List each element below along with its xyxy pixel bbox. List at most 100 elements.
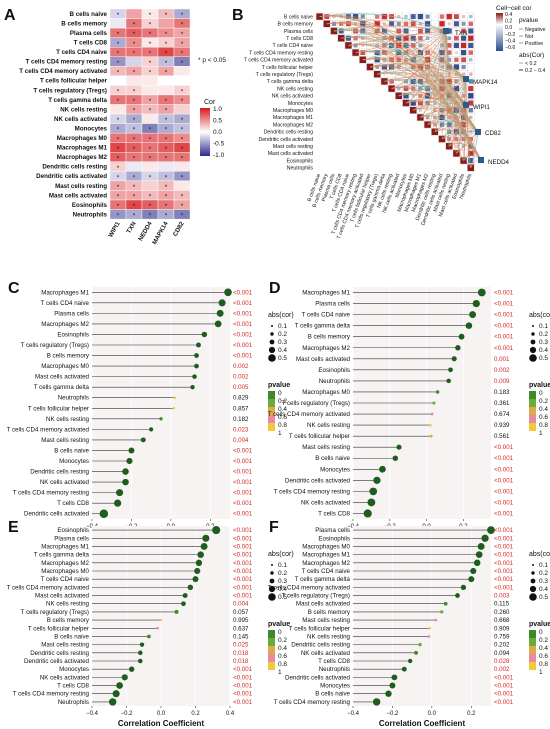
significance-star: * [165,117,168,124]
correlogram-square [332,14,336,19]
heatmap-cell [109,18,127,29]
network-cor-tick: 0.2 [505,19,512,25]
pvalue-legend-swatch [529,391,536,399]
correlogram-square [440,72,444,76]
correlogram-square [461,136,466,142]
lollipop-dot [212,526,221,535]
pvalue-legend-swatch [268,415,275,423]
correlogram-square [426,72,430,76]
category-label: Dendritic cells resting [291,642,350,649]
panel-e-letter: E [8,519,19,536]
pvalue-legend-title: pvalue [268,621,290,628]
pvalue-label: <0.001 [494,691,514,698]
lollipop-dot [473,559,481,567]
abs-legend-item: 0.2 [278,570,287,577]
correlogram-square [447,136,452,142]
abs-legend-item: 0.3 [278,578,287,585]
category-label: Macrophages M1 [41,543,89,550]
correlogram-square [411,86,416,91]
abs-legend-item: 0.5 [539,355,548,362]
correlogram-square [404,65,408,69]
heatmap-col-label: MAPK14 [151,220,170,246]
category-label: Neutrophils [319,666,350,673]
category-label: T cells regulatory (Tregs) [21,609,89,616]
network-row-label: T cells CD4 memory resting [249,50,313,56]
heatmap-cell [157,18,175,29]
pvalue-label: <0.001 [494,466,514,473]
correlogram-square [425,14,430,19]
lollipop-dot [470,567,477,575]
heatmap-row-label: B cells naive [70,11,108,18]
significance-star: * [117,136,120,143]
correlogram-square [424,57,431,63]
lollipop-dot [202,534,210,542]
pvalue-label: 0.001 [494,356,510,363]
category-label: T cells CD8 [318,658,350,665]
pvalue-label: 0.023 [233,426,249,433]
category-label: T cells CD4 memory activated [268,411,351,418]
heatmap-row-label: Macrophages M0 [57,135,108,142]
network-row-label: Macrophages M2 [273,122,313,128]
lollipop-dot [182,593,188,599]
pvalue-legend-swatch [268,646,275,654]
category-label: B cells memory [308,334,351,341]
category-label: Mast cells resting [302,617,350,624]
correlogram-square [469,72,473,76]
pvalue-label: <0.001 [494,543,514,550]
correlogram-square [404,57,408,62]
lollipop-dot [373,476,381,484]
significance-star: * [117,31,120,38]
category-label: B cells naive [315,691,350,698]
network-abs-title: abs(Cor) [519,52,544,59]
significance-star: * [117,41,120,48]
category-label: Eosinophils [318,535,350,542]
correlogram-square [461,64,466,70]
correlogram-square [390,51,393,54]
correlogram-square [425,36,430,41]
heatmap-row-label: Neutrophils [73,211,108,218]
correlogram-square [418,35,423,41]
significance-star: * [149,174,152,181]
correlogram-square [396,50,402,56]
significance-star: * [117,60,120,67]
abs-legend-title: abs(cor) [268,551,294,558]
correlogram-square [454,57,459,63]
network-row-label: Dendritic cells resting [264,130,313,136]
pvalue-legend-item: 0 [539,390,543,397]
pvalue-legend-item: 0.8 [278,661,287,668]
correlogram-square [417,28,423,34]
correlogram-square [316,13,323,20]
correlogram-square [446,122,452,127]
abs-legend-title: abs(cor) [529,312,550,319]
lollipop-dot [385,690,392,697]
heatmap-row-label: T cells gamma delta [48,97,107,104]
panel-c-lollipop: C Macrophages M1 <0.001 T cells CD4 naive <0… [7,280,294,541]
significance-star: * [149,146,152,153]
category-label: Dendritic cells resting [30,469,89,476]
abs-legend-dot [268,593,276,601]
lollipop-dot [469,311,477,319]
significance-star: * [133,136,136,143]
pvalue-label: <0.001 [494,301,514,308]
pvalue-legend-swatch [529,654,536,662]
significance-star: * [181,194,184,201]
lollipop-dot [192,576,199,583]
network-row-label: B cells memory [278,22,314,28]
heatmap-cell [125,56,143,67]
pvalue-legend-item: 0.4 [278,406,287,413]
network-row-label: NK cells activated [272,94,313,100]
significance-star: * [133,98,136,105]
category-label: Macrophages M1 [302,552,350,559]
significance-star: * [165,41,168,48]
significance-star: * [149,60,152,67]
lollipop-dot [214,320,222,328]
network-row-label: T cells CD4 naive [272,43,313,49]
abs-legend-dot [529,585,537,593]
pvalue-legend-swatch [529,662,536,670]
category-label: Plasma cells [315,301,350,308]
network-row-label: T cells follicular helper [262,65,313,71]
abs-legend-dot [268,346,276,354]
heatmap-cell [125,75,143,86]
category-label: NK cells activated [301,650,351,657]
